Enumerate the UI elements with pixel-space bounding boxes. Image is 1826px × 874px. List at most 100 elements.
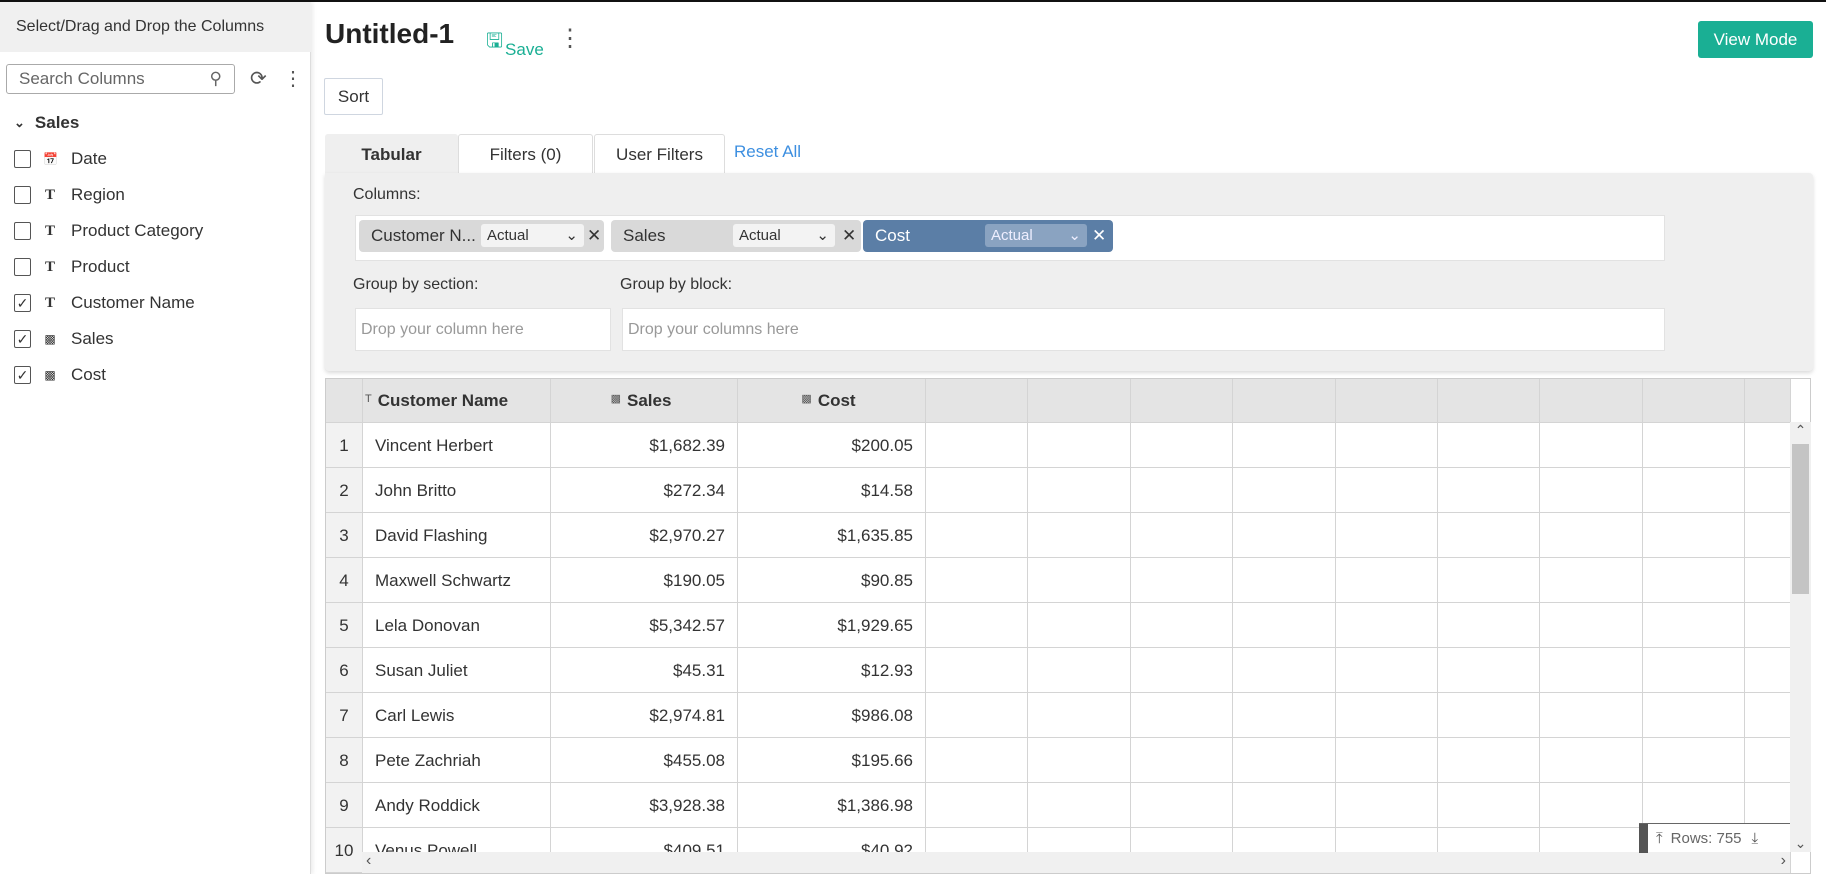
table-cell[interactable] [1336,693,1438,738]
table-cell[interactable] [1028,468,1131,513]
table-cell[interactable] [1643,423,1745,468]
sidebar-item-product[interactable]: T Product [14,252,130,282]
save-button[interactable]: 🖫 Save [486,26,544,60]
table-cell[interactable] [1233,558,1336,603]
table-cell[interactable] [1131,423,1233,468]
table-cell[interactable] [1540,738,1643,783]
table-cell[interactable] [1438,783,1540,828]
table-cell[interactable]: $90.85 [738,558,926,603]
table-cell[interactable]: $45.31 [551,648,738,693]
table-cell[interactable] [1540,513,1643,558]
table-cell[interactable] [926,693,1028,738]
table-cell[interactable]: David Flashing [363,513,551,558]
table-cell[interactable] [1745,468,1791,513]
aggregation-select[interactable]: Actual ⌄ [985,224,1087,247]
refresh-icon[interactable]: ⟳ [250,68,267,90]
checkbox[interactable]: ✓ [14,294,31,312]
table-cell[interactable] [1131,603,1233,648]
more-options-icon[interactable]: ⋮ [283,68,303,90]
table-cell[interactable] [1540,468,1643,513]
table-cell[interactable] [1643,513,1745,558]
table-cell[interactable] [1745,558,1791,603]
checkbox[interactable] [14,150,31,168]
table-cell[interactable] [1028,783,1131,828]
table-cell[interactable] [1540,558,1643,603]
scroll-top-icon[interactable]: ⤒ [1656,829,1663,847]
table-cell[interactable] [1745,423,1791,468]
table-cell[interactable] [1233,648,1336,693]
table-cell[interactable]: John Britto [363,468,551,513]
table-cell[interactable] [1233,603,1336,648]
checkbox[interactable] [14,222,31,240]
table-cell[interactable]: $1,929.65 [738,603,926,648]
sidebar-item-product-category[interactable]: T Product Category [14,216,203,246]
checkbox[interactable]: ✓ [14,366,31,384]
search-columns-input[interactable]: Search Columns ⚲ [6,64,235,94]
table-cell[interactable]: $3,928.38 [551,783,738,828]
table-cell[interactable] [1336,738,1438,783]
table-cell[interactable] [1745,783,1791,828]
remove-icon[interactable]: ✕ [842,226,857,245]
more-options-icon[interactable]: ⋮ [558,25,582,52]
table-cell[interactable] [1540,603,1643,648]
table-cell[interactable] [1131,513,1233,558]
table-cell[interactable] [1745,693,1791,738]
table-cell[interactable] [1336,468,1438,513]
table-cell[interactable] [1745,648,1791,693]
table-cell[interactable] [1028,693,1131,738]
table-cell[interactable]: Susan Juliet [363,648,551,693]
checkbox[interactable] [14,186,31,204]
table-cell[interactable] [926,738,1028,783]
table-cell[interactable] [1131,468,1233,513]
table-cell[interactable] [926,648,1028,693]
table-cell[interactable] [926,423,1028,468]
remove-icon[interactable]: ✕ [587,226,602,245]
table-cell[interactable] [1438,468,1540,513]
table-cell[interactable]: Lela Donovan [363,603,551,648]
aggregation-select[interactable]: Actual ⌄ [733,224,835,247]
column-header[interactable]: T Customer Name [363,379,551,423]
horizontal-scrollbar[interactable]: ‹ › [362,852,1790,873]
table-cell[interactable] [1540,693,1643,738]
table-cell[interactable]: Pete Zachriah [363,738,551,783]
table-cell[interactable] [1028,648,1131,693]
table-cell[interactable] [1233,783,1336,828]
table-cell[interactable] [1131,693,1233,738]
footer-toggle-handle[interactable] [1639,823,1648,853]
table-cell[interactable]: $272.34 [551,468,738,513]
sidebar-item-region[interactable]: T Region [14,180,125,210]
table-cell[interactable] [1540,423,1643,468]
table-cell[interactable] [1745,513,1791,558]
table-cell[interactable] [1028,558,1131,603]
sidebar-item-sales[interactable]: ✓ ▩ Sales [14,324,114,354]
table-cell[interactable] [1643,558,1745,603]
table-cell[interactable] [1438,693,1540,738]
table-cell[interactable] [926,558,1028,603]
table-cell[interactable] [1438,513,1540,558]
tab-filters[interactable]: Filters (0) [458,134,593,173]
table-cell[interactable] [1336,603,1438,648]
table-cell[interactable]: $195.66 [738,738,926,783]
table-cell[interactable] [1643,648,1745,693]
sidebar-item-cost[interactable]: ✓ ▩ Cost [14,360,106,390]
table-cell[interactable] [1233,468,1336,513]
group-sales[interactable]: ⌄ Sales [14,108,79,138]
table-cell[interactable]: $455.08 [551,738,738,783]
scroll-left-icon[interactable]: ‹ [366,852,372,869]
table-cell[interactable] [1438,738,1540,783]
table-cell[interactable]: Andy Roddick [363,783,551,828]
table-cell[interactable]: $200.05 [738,423,926,468]
table-cell[interactable] [1336,783,1438,828]
table-cell[interactable]: Carl Lewis [363,693,551,738]
table-cell[interactable] [1438,648,1540,693]
table-cell[interactable] [926,468,1028,513]
table-cell[interactable] [1438,558,1540,603]
table-cell[interactable] [1643,693,1745,738]
table-cell[interactable] [1233,693,1336,738]
table-cell[interactable] [926,513,1028,558]
view-mode-button[interactable]: View Mode [1698,21,1813,58]
table-cell[interactable] [1336,513,1438,558]
table-cell[interactable]: Vincent Herbert [363,423,551,468]
column-chip-customer-name[interactable]: Customer N... Actual ⌄ ✕ [359,220,604,252]
scroll-bottom-icon[interactable]: ⤓ [1751,829,1759,847]
